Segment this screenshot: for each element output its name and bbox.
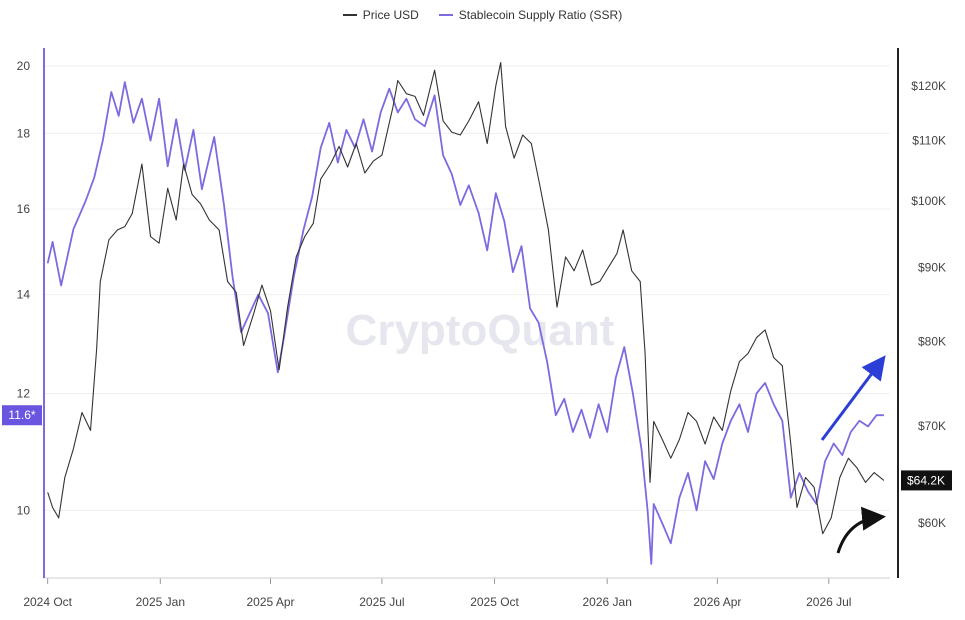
series-line-ssr	[46, 81, 884, 565]
legend-item-price[interactable]: Price USD	[342, 8, 419, 22]
x-tick-6: 2026 Apr	[693, 595, 741, 609]
y-right-tick-4: $100K	[911, 194, 946, 208]
y-right-tick-3: $90K	[918, 260, 946, 274]
ssr-current-label-bg	[2, 405, 42, 426]
y-left-tick-4: 18	[17, 126, 31, 140]
y-right-tick-2: $80K	[918, 335, 946, 349]
y-right-tick-1: $70K	[918, 419, 946, 433]
legend-swatch-ssr	[438, 14, 453, 16]
y-left-tick-0: 10	[17, 503, 31, 517]
grid-lines	[44, 65, 890, 511]
x-tick-0: 2024 Oct	[23, 595, 72, 609]
price-current-label-bg	[901, 470, 952, 491]
ssr-up-arrow-icon	[820, 355, 886, 441]
legend-item-ssr[interactable]: Stablecoin Supply Ratio (SSR)	[438, 8, 623, 22]
x-tick-1: 2025 Jan	[136, 595, 185, 609]
x-tick-5: 2026 Jan	[582, 595, 631, 609]
cryptoquant-watermark: CryptoQuant	[346, 306, 615, 355]
y-left-tick-2: 14	[17, 288, 31, 302]
y-right-tick-6: $120K	[911, 79, 946, 93]
x-tick-3: 2025 Jul	[359, 595, 404, 609]
ssr-current-label: 11.6*	[8, 408, 35, 422]
x-tick-4: 2025 Oct	[470, 595, 519, 609]
series-lines	[46, 61, 885, 565]
price-up-arrow-icon	[836, 506, 886, 554]
y-right-tick-0: $60K	[918, 516, 946, 530]
legend-swatch-price	[342, 14, 357, 16]
x-tick-7: 2026 Jul	[806, 595, 851, 609]
chart-legend: Price USD Stablecoin Supply Ratio (SSR)	[0, 8, 965, 22]
legend-label-price: Price USD	[362, 8, 419, 22]
y-left-tick-5: 20	[17, 59, 31, 73]
series-line-price	[47, 61, 885, 535]
x-tick-2: 2025 Apr	[246, 595, 294, 609]
price-current-label: $64.2K	[907, 473, 945, 487]
axes: 10 12 14 16 18 20 $60K $70K $80K $90K $100K $110K $1…	[17, 48, 946, 609]
annotations: 11.6* $64.2K	[2, 355, 952, 554]
y-right-tick-5: $110K	[912, 134, 946, 148]
y-left-tick-3: 16	[17, 202, 31, 216]
legend-label-ssr: Stablecoin Supply Ratio (SSR)	[458, 8, 623, 22]
y-left-tick-1: 12	[17, 386, 31, 400]
